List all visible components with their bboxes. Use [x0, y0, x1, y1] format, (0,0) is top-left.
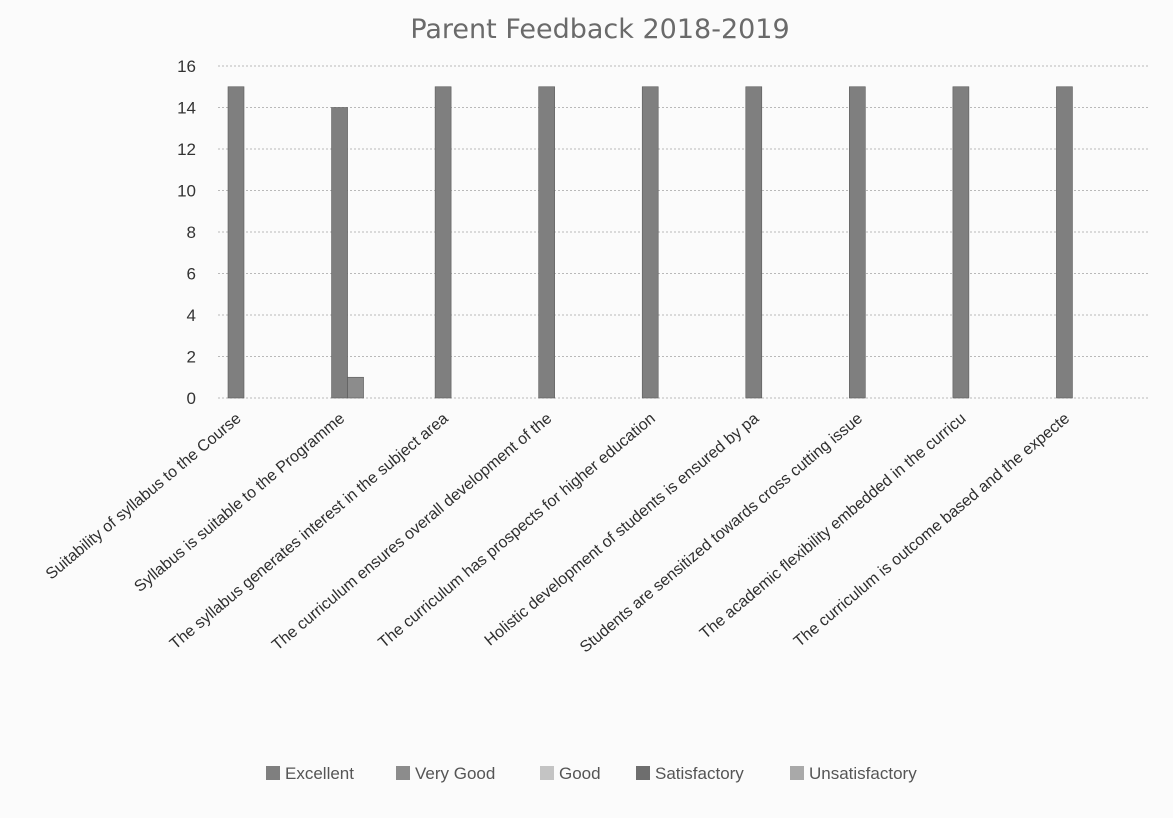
- chart-title: Parent Feedback 2018-2019: [410, 14, 789, 45]
- legend-swatch: [540, 766, 554, 780]
- legend: Excellent Very Good Good Satisfactory Unsati…: [266, 764, 917, 783]
- y-tick-label: 14: [177, 99, 196, 118]
- y-tick-label: 6: [187, 265, 196, 284]
- legend-swatch: [636, 766, 650, 780]
- y-tick-label: 12: [177, 140, 196, 159]
- y-axis-ticks: 0 2 4 6 8 10 12 14 16: [177, 57, 196, 408]
- legend-label: Satisfactory: [655, 764, 744, 783]
- bar-excellent: [434, 86, 452, 399]
- bar-excellent: [538, 86, 555, 399]
- y-tick-label: 2: [187, 348, 196, 367]
- gridlines: [218, 65, 1150, 399]
- bar-excellent: [331, 107, 348, 399]
- legend-label: Good: [559, 764, 601, 783]
- bar-excellent: [952, 86, 970, 399]
- y-tick-label: 4: [187, 306, 196, 325]
- bar-excellent: [227, 86, 245, 399]
- bar-excellent: [849, 86, 866, 399]
- legend-label: Excellent: [285, 764, 354, 783]
- bars: [227, 86, 1073, 399]
- bar-very-good: [347, 376, 364, 399]
- y-tick-label: 10: [177, 182, 196, 201]
- x-category-label: Syllabus is suitable to the Programme: [131, 410, 348, 596]
- x-axis-category-labels: Suitability of syllabus to the CourseSyl…: [43, 410, 1073, 656]
- legend-swatch: [266, 766, 280, 780]
- bar-excellent: [1056, 86, 1073, 399]
- legend-label: Unsatisfactory: [809, 764, 917, 783]
- bar-excellent: [641, 86, 659, 399]
- legend-label: Very Good: [415, 764, 495, 783]
- x-category-label: Suitability of syllabus to the Course: [43, 410, 245, 583]
- y-tick-label: 16: [177, 57, 196, 76]
- bar-excellent: [745, 86, 763, 399]
- legend-swatch: [396, 766, 410, 780]
- y-tick-label: 0: [187, 389, 196, 408]
- y-tick-label: 8: [187, 223, 196, 242]
- legend-swatch: [790, 766, 804, 780]
